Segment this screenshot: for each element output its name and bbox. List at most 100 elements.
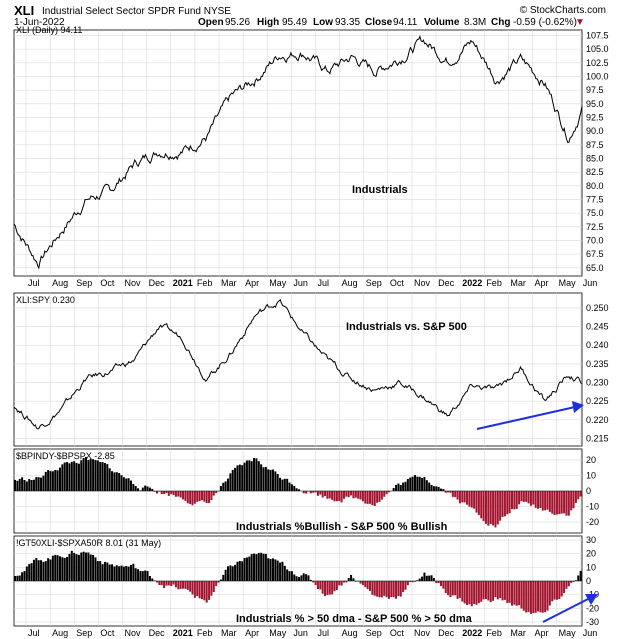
- histogram-bar: [506, 581, 509, 603]
- histogram-bar: [518, 581, 521, 605]
- histogram-bar: [577, 575, 580, 581]
- histogram-bar: [144, 485, 147, 491]
- histogram-bar: [61, 557, 64, 581]
- histogram-bar: [496, 581, 499, 600]
- histogram-bar: [248, 460, 251, 491]
- histogram-bar: [312, 491, 315, 493]
- histogram-bar: [525, 581, 528, 613]
- histogram-bar: [487, 491, 490, 526]
- histogram-bar: [539, 491, 542, 508]
- histogram-bar: [518, 491, 521, 505]
- histogram-bar: [295, 576, 298, 581]
- histogram-bar: [352, 578, 355, 581]
- y-tick-label: 72.5: [586, 222, 604, 232]
- histogram-bar: [458, 581, 461, 598]
- histogram-bar: [359, 581, 362, 584]
- chg-down-arrow-icon: ▼: [575, 17, 585, 28]
- panel-frame: [13, 29, 583, 277]
- histogram-bar: [196, 491, 199, 502]
- open-label: Open: [198, 17, 224, 28]
- histogram-bar: [283, 565, 286, 581]
- histogram-bar: [54, 470, 57, 491]
- histogram-bar: [380, 491, 383, 500]
- histogram-bar: [189, 581, 192, 592]
- histogram-bar: [376, 581, 379, 597]
- histogram-bar: [94, 460, 97, 491]
- histogram-bar: [253, 553, 256, 581]
- histogram-bar: [25, 566, 28, 581]
- histogram-bar: [141, 571, 144, 581]
- histogram-bar: [80, 460, 83, 491]
- top-month-label: Nov: [125, 278, 142, 288]
- histogram-bar: [342, 491, 345, 499]
- histogram-bar: [101, 462, 104, 491]
- histogram-bar: [231, 566, 234, 581]
- histogram-bar: [418, 578, 421, 581]
- histogram-bar: [482, 581, 485, 600]
- histogram-bar: [134, 486, 137, 491]
- panel-label: XLI:SPY 0.230: [16, 295, 75, 305]
- histogram-bar: [269, 559, 272, 581]
- histogram-bar: [47, 558, 50, 581]
- histogram-bar: [58, 556, 61, 581]
- histogram-bar: [108, 564, 111, 581]
- histogram-bar: [321, 581, 324, 594]
- histogram-bar: [224, 481, 227, 491]
- bottom-month-label: Sep: [366, 628, 382, 638]
- histogram-bar: [85, 552, 88, 581]
- histogram-bar: [430, 575, 433, 581]
- y-tick-label: 75.0: [586, 208, 604, 218]
- top-month-label: Jul: [317, 278, 329, 288]
- histogram-bar: [404, 581, 407, 590]
- top-month-label: Dec: [438, 278, 455, 288]
- bottom-month-label: 2021: [173, 628, 193, 638]
- histogram-bar: [35, 477, 38, 491]
- histogram-bar: [198, 581, 201, 599]
- histogram-bar: [309, 579, 312, 581]
- histogram-bar: [477, 491, 480, 516]
- histogram-bar: [106, 464, 109, 491]
- histogram-bar: [158, 581, 161, 585]
- histogram-bar: [430, 484, 433, 491]
- histogram-bar: [411, 476, 414, 491]
- histogram-bar: [163, 491, 166, 495]
- top-month-label: May: [559, 278, 577, 288]
- histogram-bar: [94, 557, 97, 581]
- y-tick-label: 0.245: [586, 322, 609, 332]
- histogram-bar: [473, 581, 476, 604]
- histogram-bar: [255, 554, 258, 581]
- volume-value: 8.3M: [464, 17, 486, 28]
- histogram-bar: [437, 487, 440, 491]
- histogram-bar: [399, 581, 402, 597]
- histogram-bar: [210, 581, 213, 596]
- bottom-month-label: May: [269, 628, 287, 638]
- histogram-bar: [466, 491, 469, 505]
- histogram-bar: [567, 491, 570, 516]
- histogram-bar: [309, 491, 312, 494]
- histogram-bar: [418, 476, 421, 491]
- histogram-bar: [286, 478, 289, 491]
- histogram-bar: [293, 574, 296, 581]
- histogram-bar: [172, 491, 175, 496]
- histogram-bar: [409, 581, 412, 583]
- histogram-bar: [305, 574, 308, 581]
- histogram-bar: [82, 551, 85, 581]
- histogram-bar: [378, 491, 381, 502]
- panel-annotation: Industrials: [352, 184, 408, 196]
- histogram-bar: [444, 491, 447, 493]
- histogram-bar: [534, 581, 537, 613]
- histogram-bar: [544, 491, 547, 511]
- series-line: [13, 35, 583, 270]
- histogram-bar: [520, 491, 523, 502]
- histogram-bar: [127, 478, 130, 491]
- low-value: 93.35: [335, 17, 360, 28]
- bottom-month-label: Dec: [438, 628, 455, 638]
- histogram-bar: [170, 581, 173, 586]
- top-month-label: Aug: [52, 278, 68, 288]
- histogram-bar: [44, 561, 47, 581]
- histogram-bar: [302, 573, 305, 581]
- histogram-bar: [148, 576, 151, 581]
- histogram-bar: [111, 564, 114, 581]
- close-label: Close: [365, 17, 393, 28]
- histogram-bar: [492, 581, 495, 601]
